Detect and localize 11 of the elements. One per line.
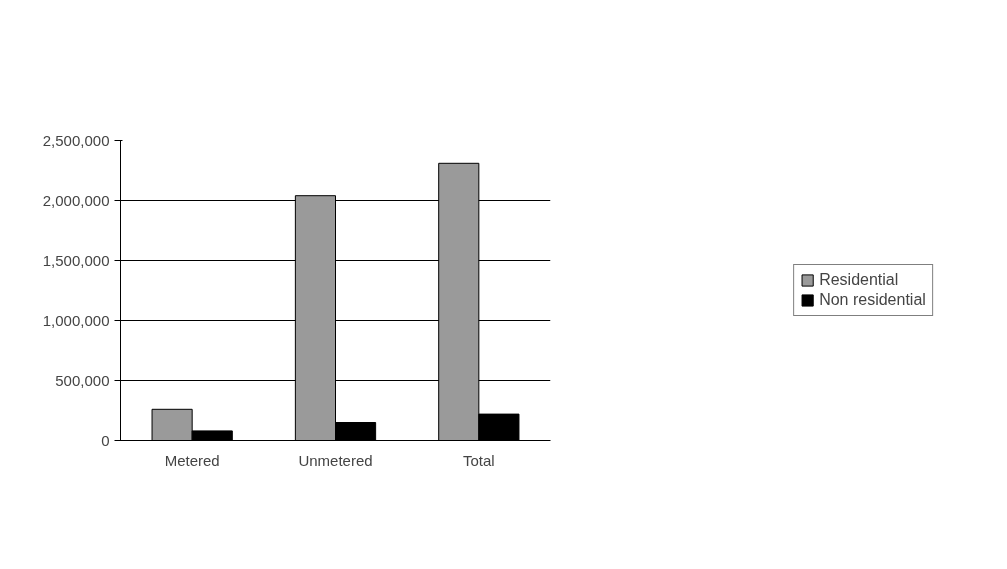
y-tick-label: 1,000,000 bbox=[42, 311, 110, 329]
x-tick-label: Total bbox=[462, 451, 495, 469]
y-tick-label: 2,500,000 bbox=[42, 131, 110, 149]
y-tick-label: 2,000,000 bbox=[42, 191, 110, 209]
y-tick-label: 500,000 bbox=[55, 371, 110, 389]
legend-label: Non residential bbox=[819, 291, 926, 309]
y-tick-label: 0 bbox=[101, 431, 110, 449]
legend-label: Residential bbox=[819, 271, 899, 289]
x-tick-label: Unmetered bbox=[298, 451, 373, 469]
x-tick-label: Metered bbox=[164, 451, 220, 469]
y-tick-label: 1,500,000 bbox=[42, 251, 110, 269]
